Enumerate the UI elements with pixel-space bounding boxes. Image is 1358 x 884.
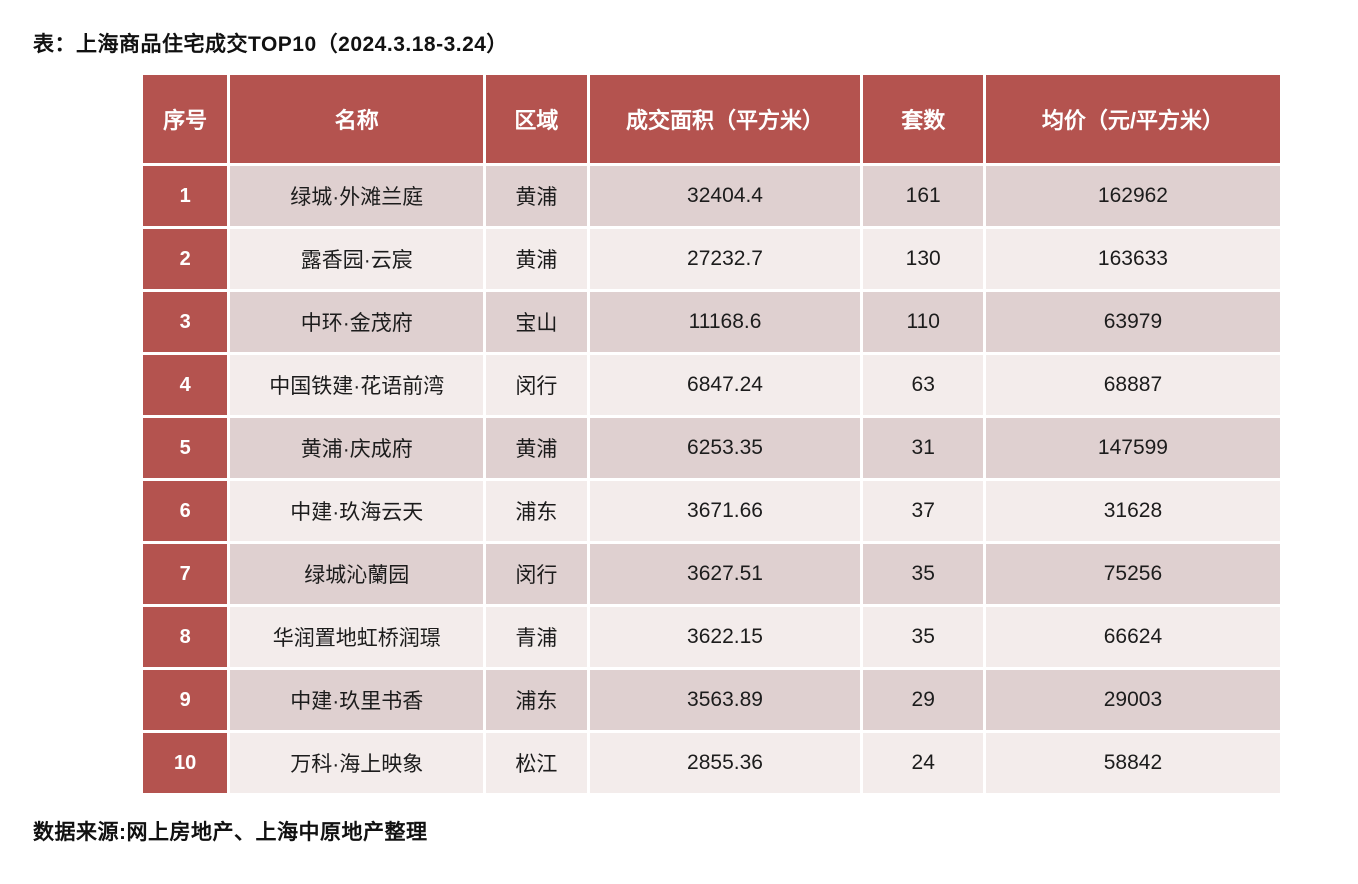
name-cell: 露香园·云宸 [230, 229, 484, 289]
units-cell: 31 [863, 418, 983, 478]
name-cell: 中环·金茂府 [230, 292, 484, 352]
units-cell: 130 [863, 229, 983, 289]
rank-cell: 10 [143, 733, 228, 793]
price-cell: 66624 [985, 607, 1280, 667]
price-cell: 68887 [985, 355, 1280, 415]
column-header-district: 区域 [486, 75, 587, 163]
table-row: 7 绿城沁蘭园 闵行 3627.51 35 75256 [143, 544, 1280, 604]
district-cell: 浦东 [486, 481, 587, 541]
header-row: 序号 名称 区域 成交面积（平方米） 套数 均价（元/平方米） [143, 75, 1280, 163]
district-cell: 宝山 [486, 292, 587, 352]
area-cell: 3671.66 [589, 481, 861, 541]
area-cell: 27232.7 [589, 229, 861, 289]
table-title: 表：上海商品住宅成交TOP10（2024.3.18-3.24） [33, 33, 508, 56]
name-cell: 万科·海上映象 [230, 733, 484, 793]
units-cell: 24 [863, 733, 983, 793]
column-header-units: 套数 [863, 75, 983, 163]
price-cell: 31628 [985, 481, 1280, 541]
district-cell: 闵行 [486, 355, 587, 415]
units-cell: 161 [863, 166, 983, 226]
table-row: 4 中国铁建·花语前湾 闵行 6847.24 63 68887 [143, 355, 1280, 415]
district-cell: 黄浦 [486, 166, 587, 226]
price-cell: 75256 [985, 544, 1280, 604]
area-cell: 3563.89 [589, 670, 861, 730]
units-cell: 35 [863, 607, 983, 667]
district-cell: 浦东 [486, 670, 587, 730]
area-cell: 3622.15 [589, 607, 861, 667]
rank-cell: 7 [143, 544, 228, 604]
rank-cell: 4 [143, 355, 228, 415]
units-cell: 63 [863, 355, 983, 415]
units-cell: 37 [863, 481, 983, 541]
table-row: 5 黄浦·庆成府 黄浦 6253.35 31 147599 [143, 418, 1280, 478]
name-cell: 黄浦·庆成府 [230, 418, 484, 478]
rank-cell: 8 [143, 607, 228, 667]
district-cell: 青浦 [486, 607, 587, 667]
area-cell: 3627.51 [589, 544, 861, 604]
table-row: 8 华润置地虹桥润璟 青浦 3622.15 35 66624 [143, 607, 1280, 667]
price-cell: 58842 [985, 733, 1280, 793]
district-cell: 闵行 [486, 544, 587, 604]
units-cell: 110 [863, 292, 983, 352]
price-cell: 163633 [985, 229, 1280, 289]
table-row: 2 露香园·云宸 黄浦 27232.7 130 163633 [143, 229, 1280, 289]
area-cell: 6253.35 [589, 418, 861, 478]
name-cell: 中国铁建·花语前湾 [230, 355, 484, 415]
table-row: 10 万科·海上映象 松江 2855.36 24 58842 [143, 733, 1280, 793]
area-cell: 32404.4 [589, 166, 861, 226]
name-cell: 中建·玖海云天 [230, 481, 484, 541]
rank-cell: 1 [143, 166, 228, 226]
column-header-rank: 序号 [143, 75, 228, 163]
district-cell: 黄浦 [486, 229, 587, 289]
table-header: 序号 名称 区域 成交面积（平方米） 套数 均价（元/平方米） [143, 75, 1280, 163]
units-cell: 29 [863, 670, 983, 730]
table-row: 6 中建·玖海云天 浦东 3671.66 37 31628 [143, 481, 1280, 541]
name-cell: 绿城沁蘭园 [230, 544, 484, 604]
column-header-price: 均价（元/平方米） [985, 75, 1280, 163]
rank-cell: 9 [143, 670, 228, 730]
name-cell: 中建·玖里书香 [230, 670, 484, 730]
district-cell: 黄浦 [486, 418, 587, 478]
rank-cell: 6 [143, 481, 228, 541]
units-cell: 35 [863, 544, 983, 604]
name-cell: 华润置地虹桥润璟 [230, 607, 484, 667]
rank-cell: 2 [143, 229, 228, 289]
price-cell: 147599 [985, 418, 1280, 478]
area-cell: 6847.24 [589, 355, 861, 415]
top10-table: 序号 名称 区域 成交面积（平方米） 套数 均价（元/平方米） 1 绿城·外滩兰… [140, 72, 1283, 796]
column-header-name: 名称 [230, 75, 484, 163]
table-body: 1 绿城·外滩兰庭 黄浦 32404.4 161 162962 2 露香园·云宸… [143, 166, 1280, 793]
name-cell: 绿城·外滩兰庭 [230, 166, 484, 226]
price-cell: 63979 [985, 292, 1280, 352]
table-row: 1 绿城·外滩兰庭 黄浦 32404.4 161 162962 [143, 166, 1280, 226]
district-cell: 松江 [486, 733, 587, 793]
rank-cell: 3 [143, 292, 228, 352]
column-header-area: 成交面积（平方米） [589, 75, 861, 163]
area-cell: 2855.36 [589, 733, 861, 793]
price-cell: 162962 [985, 166, 1280, 226]
price-cell: 29003 [985, 670, 1280, 730]
table-row: 9 中建·玖里书香 浦东 3563.89 29 29003 [143, 670, 1280, 730]
rank-cell: 5 [143, 418, 228, 478]
table-row: 3 中环·金茂府 宝山 11168.6 110 63979 [143, 292, 1280, 352]
area-cell: 11168.6 [589, 292, 861, 352]
data-source-note: 数据来源:网上房地产、上海中原地产整理 [33, 821, 428, 844]
